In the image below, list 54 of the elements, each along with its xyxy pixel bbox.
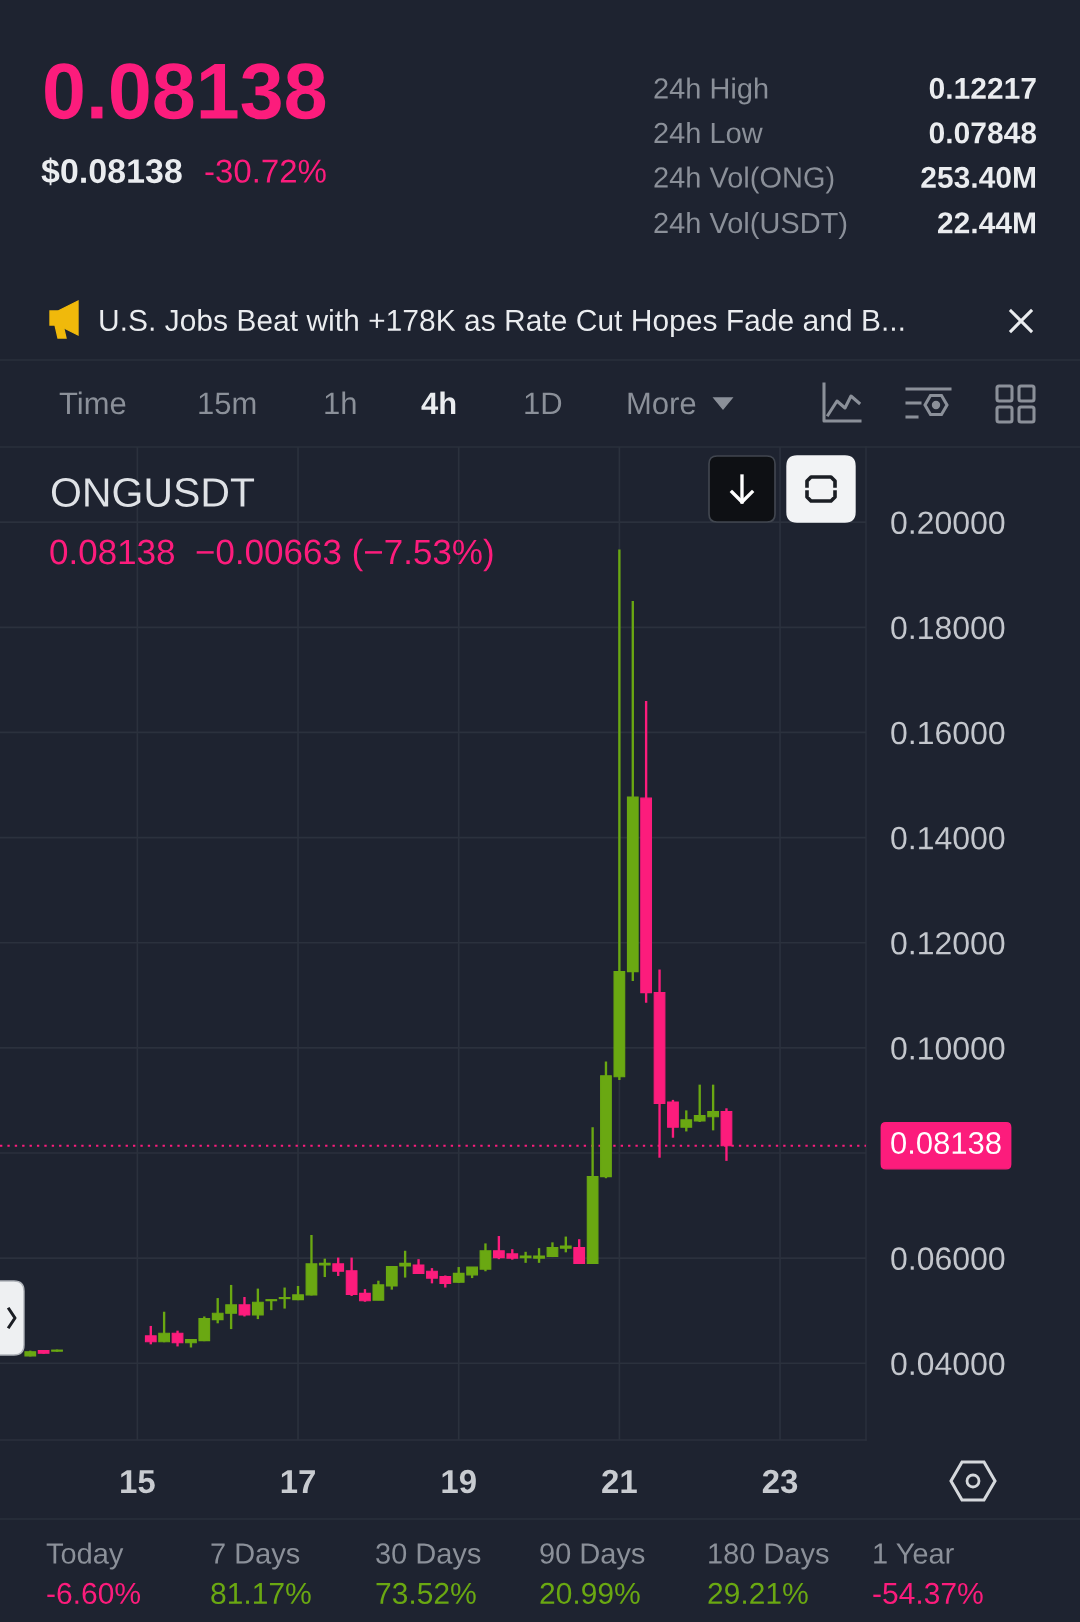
text: 29.21% <box>708 1582 808 1605</box>
text: 0.07848 <box>929 122 1037 144</box>
text: 1 Year <box>874 1543 954 1564</box>
candlestick <box>332 1256 345 1278</box>
y-tick-label: 0.14000 <box>891 826 1005 850</box>
candlestick <box>318 1257 331 1279</box>
text: 22.44M <box>937 212 1035 234</box>
text: 1D <box>525 392 562 415</box>
text: 15m <box>199 392 256 415</box>
text: 30 Days <box>376 1543 481 1570</box>
y-tick-label: 0.12000 <box>891 931 1005 955</box>
y-tick-label: 0.16000 <box>891 721 1005 745</box>
ref-line-label: 0.08138 <box>891 1132 1001 1155</box>
text: 7 Days <box>211 1543 300 1570</box>
text: More <box>628 392 696 415</box>
text: 81.17% <box>211 1582 311 1605</box>
text: -54.37% <box>873 1582 983 1605</box>
x-tick-label: 19 <box>442 1469 476 1494</box>
text: 90 Days <box>540 1543 645 1570</box>
y-tick-label: 0.04000 <box>891 1352 1005 1376</box>
text: 180 Days <box>709 1543 829 1570</box>
x-tick-label: 15 <box>121 1470 155 1494</box>
text: 24h Low <box>654 121 763 144</box>
y-tick-label: 0.20000 <box>891 511 1005 535</box>
text: 73.52% <box>376 1582 476 1605</box>
text: 20.99% <box>540 1582 640 1605</box>
text: 24h Vol(USDT) <box>654 211 847 239</box>
text: 1h <box>325 391 356 415</box>
text: -6.60% <box>47 1582 140 1605</box>
text: 0.08138 <box>45 63 326 120</box>
text: 24h Vol(ONG) <box>654 166 834 194</box>
candlestick <box>680 1109 693 1133</box>
x-tick-label: 23 <box>762 1469 798 1494</box>
text: 4h <box>421 391 456 415</box>
candlestick <box>573 1238 586 1266</box>
y-tick-label: 0.18000 <box>891 616 1005 640</box>
text: 0.08138 −0.00663 (−7.53%) <box>50 538 493 572</box>
text: Time <box>59 391 126 415</box>
text: 253.40M <box>921 166 1035 189</box>
text: -30.72% <box>205 159 326 183</box>
text: ONGUSDT <box>51 477 255 508</box>
x-tick-label: 21 <box>602 1469 637 1493</box>
text: 24h High <box>654 77 768 105</box>
text: Today <box>46 1542 124 1570</box>
text: $0.08138 <box>41 157 182 186</box>
x-tick-label: 17 <box>281 1470 315 1493</box>
candlestick <box>158 1310 171 1344</box>
text: U.S. Jobs Beat with +178K as Rate Cut Hopes Fade and B... <box>100 309 904 337</box>
y-tick-label: 0.10000 <box>891 1037 1005 1060</box>
y-tick-label: 0.06000 <box>891 1247 1005 1271</box>
candlestick <box>372 1279 385 1302</box>
text: 0.12217 <box>929 77 1036 100</box>
candlestick <box>144 1324 157 1346</box>
candlestick <box>251 1287 264 1321</box>
